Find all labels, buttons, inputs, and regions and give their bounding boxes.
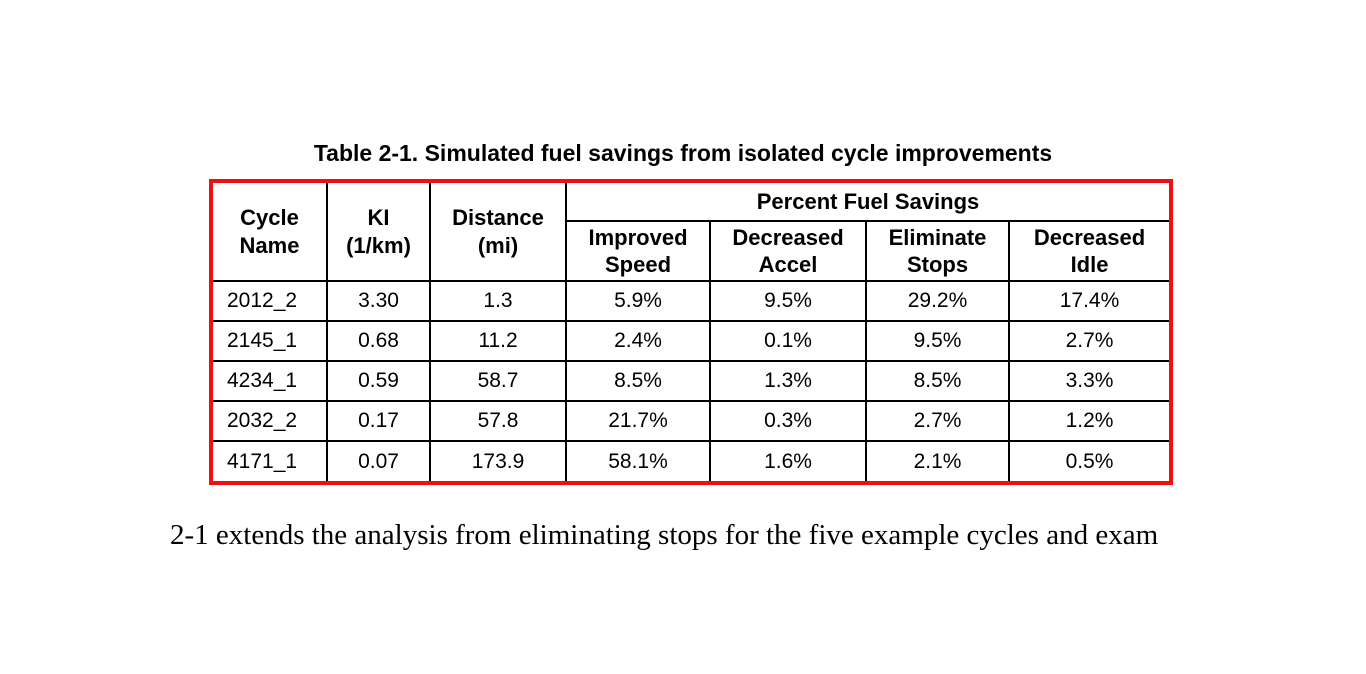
cell-improved-speed: 5.9% [565,280,711,322]
fuel-savings-table: Cycle Name KI (1/km) Distance (mi) Perce… [209,179,1173,485]
cell-decreased-accel: 0.1% [709,320,867,362]
cell-decreased-idle: 1.2% [1007,400,1170,442]
cell-cycle-name: 4234_1 [213,360,328,402]
cell-ki: 0.68 [326,320,431,362]
cell-distance: 57.8 [429,400,567,442]
cell-distance: 173.9 [429,440,567,481]
cell-cycle-name: 2032_2 [213,400,328,442]
col-header-cycle-name: Cycle Name [213,183,328,282]
cell-decreased-accel: 9.5% [709,280,867,322]
cell-decreased-idle: 2.7% [1007,320,1170,362]
cell-eliminate-stops: 2.7% [865,400,1010,442]
cell-decreased-idle: 17.4% [1007,280,1170,322]
table-row: 2145_1 0.68 11.2 2.4% 0.1% 9.5% 2.7% [213,320,1170,362]
col-header-distance: Distance (mi) [429,183,567,282]
cell-eliminate-stops: 2.1% [865,440,1010,481]
cell-improved-speed: 2.4% [565,320,711,362]
cell-eliminate-stops: 8.5% [865,360,1010,402]
table-row: 2032_2 0.17 57.8 21.7% 0.3% 2.7% 1.2% [213,400,1170,442]
cell-distance: 11.2 [429,320,567,362]
cell-improved-speed: 21.7% [565,400,711,442]
body-text: 2-1 extends the analysis from eliminatin… [170,519,1159,551]
col-header-ki: KI (1/km) [326,183,431,282]
cell-ki: 0.07 [326,440,431,481]
table-caption: Table 2-1. Simulated fuel savings from i… [313,140,1053,166]
cell-improved-speed: 58.1% [565,440,711,481]
cell-decreased-accel: 1.3% [709,360,867,402]
group-header-percent-fuel-savings: Percent Fuel Savings [564,183,1170,222]
cell-eliminate-stops: 9.5% [865,320,1010,362]
cell-ki: 0.59 [326,360,431,402]
table-row: 4171_1 0.07 173.9 58.1% 1.6% 2.1% 0.5% [213,440,1170,481]
cell-ki: 0.17 [326,400,431,442]
col-header-improved-speed: Improved Speed [565,220,711,282]
cell-cycle-name: 2012_2 [213,280,328,322]
fuel-savings-table-grid: Cycle Name KI (1/km) Distance (mi) Perce… [213,183,1170,481]
cell-eliminate-stops: 29.2% [865,280,1010,322]
cell-decreased-idle: 0.5% [1007,440,1170,481]
cell-ki: 3.30 [326,280,431,322]
cell-cycle-name: 4171_1 [213,440,328,481]
cell-decreased-idle: 3.3% [1007,360,1170,402]
cell-distance: 58.7 [429,360,567,402]
col-header-decreased-accel: Decreased Accel [709,220,867,282]
col-header-eliminate-stops: Eliminate Stops [865,220,1010,282]
cell-decreased-accel: 1.6% [709,440,867,481]
cell-distance: 1.3 [429,280,567,322]
cell-cycle-name: 2145_1 [213,320,328,362]
cell-improved-speed: 8.5% [565,360,711,402]
table-row: 2012_2 3.30 1.3 5.9% 9.5% 29.2% 17.4% [213,280,1170,322]
cell-decreased-accel: 0.3% [709,400,867,442]
table-row: 4234_1 0.59 58.7 8.5% 1.3% 8.5% 3.3% [213,360,1170,402]
col-header-decreased-idle: Decreased Idle [1007,220,1170,282]
